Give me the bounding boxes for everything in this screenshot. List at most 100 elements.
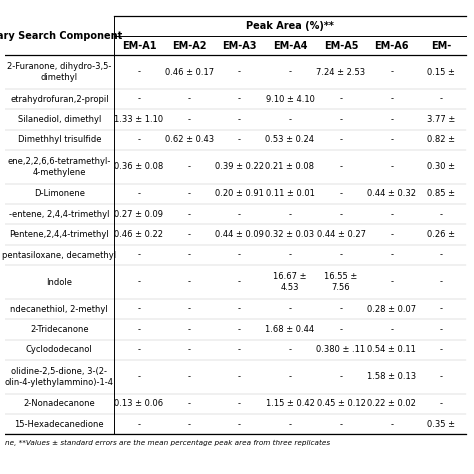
Text: -: - <box>390 419 393 428</box>
Text: -: - <box>188 230 191 239</box>
Text: Cyclododecanol: Cyclododecanol <box>26 346 93 355</box>
Text: -: - <box>440 94 443 103</box>
Text: -: - <box>339 372 343 381</box>
Text: -: - <box>137 278 140 287</box>
Text: EM-A1: EM-A1 <box>122 41 156 51</box>
Text: -: - <box>238 399 241 408</box>
Text: -: - <box>188 94 191 103</box>
Text: -: - <box>188 163 191 172</box>
Text: 3.77 ±: 3.77 ± <box>427 115 456 124</box>
Text: -: - <box>289 68 292 77</box>
Text: -: - <box>289 372 292 381</box>
Text: -: - <box>188 278 191 287</box>
Text: pentasiloxane, decamethyl: pentasiloxane, decamethyl <box>2 251 117 260</box>
Text: -: - <box>238 68 241 77</box>
Text: -: - <box>390 278 393 287</box>
Text: -: - <box>137 189 140 198</box>
Text: -: - <box>440 399 443 408</box>
Text: -: - <box>390 163 393 172</box>
Text: 0.44 ± 0.27: 0.44 ± 0.27 <box>317 230 365 239</box>
Text: 0.35 ±: 0.35 ± <box>427 419 455 428</box>
Text: -entene, 2,4,4-trimethyl: -entene, 2,4,4-trimethyl <box>9 210 109 219</box>
Text: -: - <box>137 304 140 313</box>
Text: Indole: Indole <box>46 278 73 287</box>
Text: 0.44 ± 0.32: 0.44 ± 0.32 <box>367 189 416 198</box>
Text: 0.82 ±: 0.82 ± <box>427 136 455 145</box>
Text: -: - <box>188 419 191 428</box>
Text: 0.22 ± 0.02: 0.22 ± 0.02 <box>367 399 416 408</box>
Text: -: - <box>238 372 241 381</box>
Text: -: - <box>238 419 241 428</box>
Text: 0.27 ± 0.09: 0.27 ± 0.09 <box>115 210 164 219</box>
Text: -: - <box>440 325 443 334</box>
Text: -: - <box>289 419 292 428</box>
Text: -: - <box>390 94 393 103</box>
Text: 0.46 ± 0.17: 0.46 ± 0.17 <box>164 68 214 77</box>
Text: -: - <box>238 94 241 103</box>
Text: -: - <box>440 346 443 355</box>
Text: -: - <box>188 372 191 381</box>
Text: 9.10 ± 4.10: 9.10 ± 4.10 <box>265 94 314 103</box>
Text: -: - <box>289 304 292 313</box>
Text: 1.15 ± 0.42: 1.15 ± 0.42 <box>265 399 314 408</box>
Text: EM-A3: EM-A3 <box>222 41 256 51</box>
Text: 0.13 ± 0.06: 0.13 ± 0.06 <box>114 399 164 408</box>
Text: 0.21 ± 0.08: 0.21 ± 0.08 <box>265 163 314 172</box>
Text: 0.54 ± 0.11: 0.54 ± 0.11 <box>367 346 416 355</box>
Text: ene,2,2,6,6-tetramethyl-
4-methylene: ene,2,2,6,6-tetramethyl- 4-methylene <box>8 157 111 177</box>
Text: 2-Furanone, dihydro-3,5-
dimethyl: 2-Furanone, dihydro-3,5- dimethyl <box>7 62 111 82</box>
Text: 0.45 ± 0.12: 0.45 ± 0.12 <box>317 399 365 408</box>
Text: 16.67 ±
4.53: 16.67 ± 4.53 <box>273 272 307 292</box>
Text: -: - <box>289 210 292 219</box>
Text: -: - <box>238 210 241 219</box>
Text: 2-Nonadecanone: 2-Nonadecanone <box>23 399 95 408</box>
Text: -: - <box>188 251 191 260</box>
Text: -: - <box>137 68 140 77</box>
Text: -: - <box>238 115 241 124</box>
Text: -: - <box>440 278 443 287</box>
Text: -: - <box>390 115 393 124</box>
Text: EM-: EM- <box>431 41 451 51</box>
Text: EM-A4: EM-A4 <box>273 41 307 51</box>
Text: -: - <box>440 210 443 219</box>
Text: -: - <box>390 68 393 77</box>
Text: Dimethhyl trisulfide: Dimethhyl trisulfide <box>18 136 101 145</box>
Text: 2-Tridecanone: 2-Tridecanone <box>30 325 89 334</box>
Text: 1.68 ± 0.44: 1.68 ± 0.44 <box>265 325 315 334</box>
Text: ndecanethiol, 2-methyl: ndecanethiol, 2-methyl <box>10 304 108 313</box>
Text: 0.44 ± 0.09: 0.44 ± 0.09 <box>215 230 264 239</box>
Text: 0.36 ± 0.08: 0.36 ± 0.08 <box>114 163 164 172</box>
Text: Peak Area (%)**: Peak Area (%)** <box>246 21 334 31</box>
Text: -: - <box>289 115 292 124</box>
Text: 16.55 ±
7.56: 16.55 ± 7.56 <box>324 272 358 292</box>
Text: -: - <box>137 419 140 428</box>
Text: -: - <box>188 304 191 313</box>
Text: -: - <box>339 94 343 103</box>
Text: 0.26 ±: 0.26 ± <box>427 230 455 239</box>
Text: -: - <box>339 115 343 124</box>
Text: -: - <box>137 251 140 260</box>
Text: -: - <box>137 325 140 334</box>
Text: 0.15 ±: 0.15 ± <box>427 68 455 77</box>
Text: 0.28 ± 0.07: 0.28 ± 0.07 <box>367 304 416 313</box>
Text: -: - <box>390 325 393 334</box>
Text: Pentene,2,4,4-trimethyl: Pentene,2,4,4-trimethyl <box>9 230 109 239</box>
Text: -: - <box>137 94 140 103</box>
Text: EM-A5: EM-A5 <box>324 41 358 51</box>
Text: olidine-2,5-dione, 3-(2-
olin-4-ylethylammino)-1-4: olidine-2,5-dione, 3-(2- olin-4-ylethyla… <box>5 367 114 387</box>
Text: -: - <box>188 210 191 219</box>
Text: -: - <box>390 251 393 260</box>
Text: etrahydrofuran,2-propil: etrahydrofuran,2-propil <box>10 94 109 103</box>
Text: -: - <box>339 163 343 172</box>
Text: -: - <box>339 251 343 260</box>
Text: -: - <box>238 325 241 334</box>
Text: -: - <box>339 304 343 313</box>
Text: -: - <box>289 346 292 355</box>
Text: -: - <box>440 372 443 381</box>
Text: -: - <box>238 304 241 313</box>
Text: -: - <box>390 136 393 145</box>
Text: -: - <box>188 346 191 355</box>
Text: -: - <box>188 115 191 124</box>
Text: EM-A2: EM-A2 <box>172 41 206 51</box>
Text: -: - <box>238 136 241 145</box>
